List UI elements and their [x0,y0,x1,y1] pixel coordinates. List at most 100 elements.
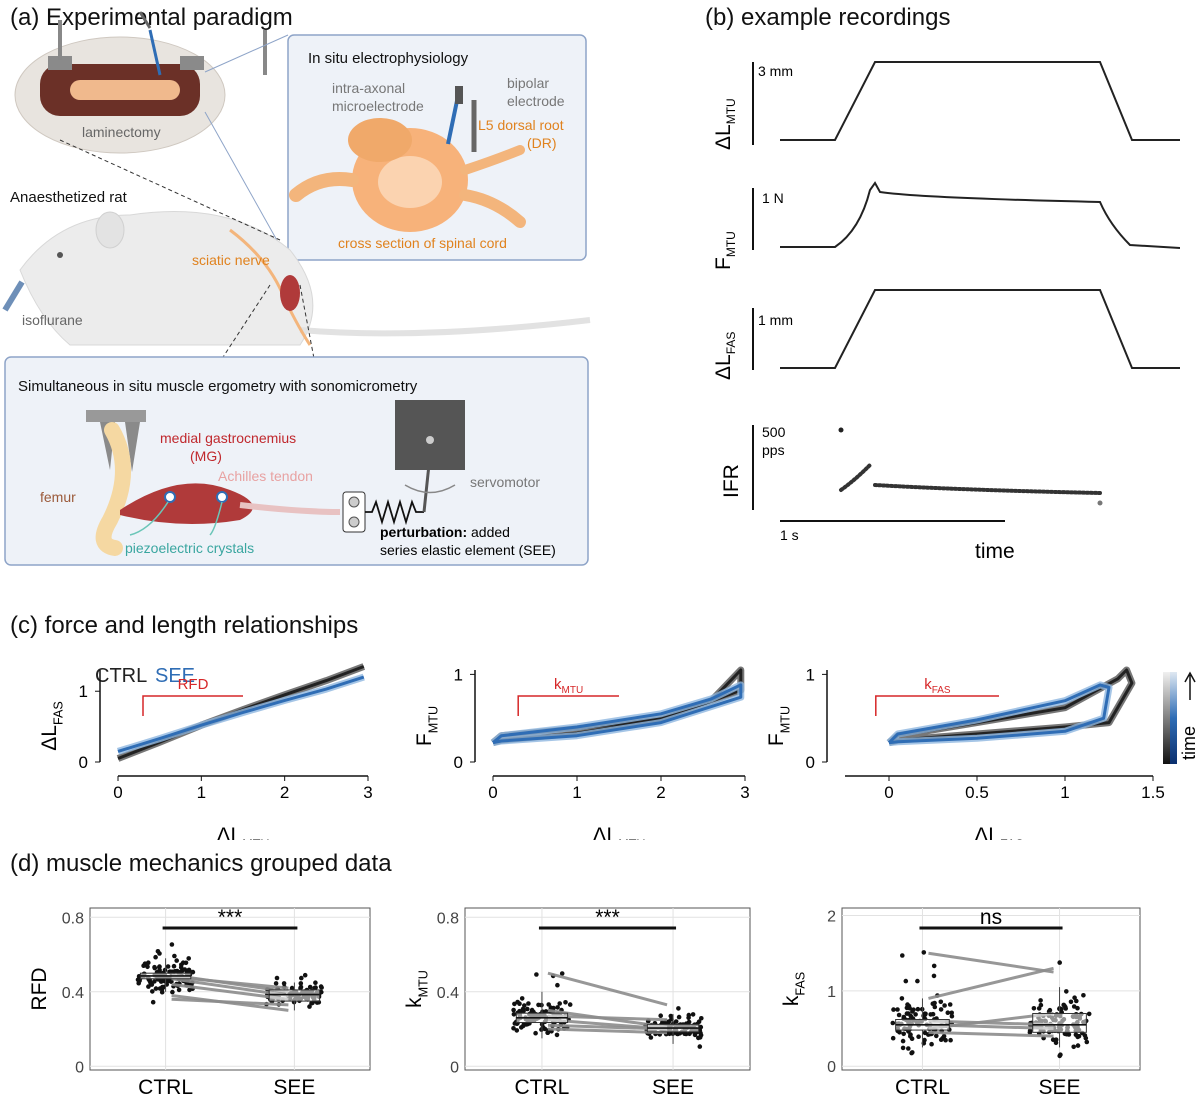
dorsal-root-label-1: L5 dorsal root [478,117,564,133]
data-point [524,1022,529,1027]
crystals-label: piezoelectric crystals [125,540,254,556]
data-point [307,984,313,990]
x-tick-label: 3 [363,783,372,802]
x-tick-label: 1 [1060,783,1069,802]
x-axis-label: ΔLMTU [593,824,646,840]
scale-trace1: 3 mm [758,63,793,79]
ergometry-title: Simultaneous in situ muscle ergometry wi… [18,378,418,395]
spring-icon [365,498,424,526]
y-tick-label: 0 [75,1059,84,1076]
data-point [563,1000,568,1005]
data-point [901,1031,906,1037]
y-tick-label: 2 [827,909,836,926]
x-tick-label: 2 [656,783,665,802]
data-point [938,999,944,1005]
panel-b-recordings: 3 mm ΔLMTU 1 N FMTU 1 mm ΔLFAS 500 pps I… [712,61,1180,563]
y-axis-label: FMTU [413,706,440,746]
colorbar-see [1170,672,1177,764]
data-point [152,964,157,970]
data-point [901,1014,907,1020]
panel-b-heading: (b) example recordings [705,4,950,32]
paired-line [928,966,1054,1000]
y-tick-label: 1 [806,665,815,684]
data-point [281,981,287,986]
data-point [648,1035,654,1040]
data-point [161,984,166,990]
data-point [545,1030,551,1035]
data-point [1061,1002,1066,1008]
panel-c-title: force and length relationships [44,612,359,639]
panel-c-letter: (c) [10,612,38,639]
y-tick-label: 0 [806,753,815,772]
y-axis-label-sub: MTU [426,706,440,733]
x-axis-label-sub: FAS [1000,837,1024,840]
x-tick-label: 3 [740,783,749,802]
y-tick-label: 0.4 [62,985,84,1002]
data-point [299,975,304,981]
category-label: CTRL [515,1076,570,1099]
data-point [911,1007,916,1012]
label-trace1-sub: MTU [724,98,738,124]
paired-line [171,997,289,1007]
data-point [522,1003,527,1008]
servomotor-icon [395,400,465,470]
data-point [686,1015,691,1021]
data-point [142,961,148,966]
data-point [186,956,191,961]
cross-section-label: cross section of spinal cord [338,235,507,251]
data-point [555,1005,560,1010]
data-point [172,969,178,974]
annotation-sub: MTU [562,685,584,696]
data-point [542,1026,548,1032]
series-see [117,675,365,753]
data-point [1071,1044,1076,1050]
time-axis-label: time [975,540,1015,563]
data-point [176,987,182,993]
data-point [696,1019,702,1024]
data-point [515,999,520,1005]
x-axis-label: ΔLMTU [217,824,270,840]
data-point [1064,989,1069,994]
colorbar-label: time [1179,726,1199,760]
data-point [172,953,177,959]
y-axis-label-sub: FAS [793,972,807,996]
dorsal-root [460,145,525,175]
data-point [1036,1006,1042,1011]
data-point [157,964,162,969]
loop-chart-3: 00.511.501ΔLFASFMTUkFAS [765,665,1165,840]
data-point [900,1045,906,1051]
rat-ear [95,211,125,249]
data-point [931,973,937,979]
scale-trace4-unit: pps [762,442,785,458]
paired-line [928,951,1054,974]
data-point [932,1004,938,1010]
y-axis-label: kFAS [780,972,807,1006]
data-point [150,999,156,1005]
data-point [896,1012,902,1018]
rat-muscle [280,275,300,311]
loop-chart-2: 012301ΔLMTUFMTUkMTU [413,665,750,840]
data-point [171,963,177,969]
rat-tail [299,317,591,337]
category-label: SEE [652,1076,694,1099]
data-point [922,1030,928,1036]
plot-area [89,907,371,1071]
data-point [934,1033,939,1039]
y-axis-label-sub: FAS [51,701,65,725]
data-point [1075,1043,1081,1048]
y-axis-label: RFD [28,967,51,1010]
scale-trace3: 1 mm [758,312,793,328]
y-tick-label: 1 [827,984,836,1001]
sciatic-label: sciatic nerve [192,252,270,268]
x-axis-label-main: ΔL [217,824,243,840]
data-point [658,1013,663,1018]
bipolar-label-2: electrode [507,93,565,109]
data-point [520,1006,526,1012]
data-point [683,1031,689,1037]
annotation-label: RFD [178,676,209,693]
y-tick-label: 0 [827,1059,836,1076]
data-point [162,978,167,984]
panel-b-title: example recordings [741,4,951,31]
perturbation-rest: added [467,524,510,540]
